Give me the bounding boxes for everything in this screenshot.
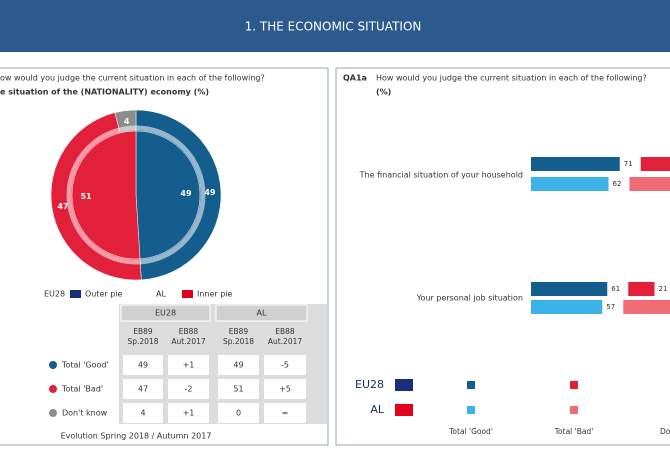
legend-name: EU28	[355, 378, 384, 391]
legend-name: AL	[156, 290, 166, 299]
legend-swatch	[570, 406, 578, 414]
table-cell	[168, 379, 209, 399]
table-value: 49	[138, 361, 148, 370]
table-value: +1	[183, 409, 195, 418]
table-col-header: EB89	[133, 327, 153, 336]
bar-value: 71	[624, 160, 633, 168]
table-value: -2	[185, 385, 193, 394]
bar	[531, 282, 608, 296]
right-panel	[335, 67, 670, 446]
legend-flag	[182, 290, 193, 298]
table-dot	[49, 409, 57, 417]
table-row-label: Total 'Good'	[61, 361, 109, 370]
table-value: +1	[183, 361, 195, 370]
table-col-header: EB88	[179, 327, 199, 336]
table-cell	[123, 403, 163, 423]
table-cell	[264, 379, 306, 399]
table-cell	[218, 355, 259, 375]
legend-name: EU28	[44, 290, 65, 299]
legend-flag	[395, 404, 413, 416]
bar-title: QA1a	[343, 74, 367, 83]
table-cell	[218, 379, 259, 399]
bar	[628, 282, 655, 296]
bar	[531, 177, 609, 191]
table-value: 49	[233, 361, 243, 370]
bar-value: 61	[611, 285, 620, 293]
table-value: 4	[140, 409, 145, 418]
table-dot	[49, 361, 57, 369]
table-group: EU28	[155, 309, 176, 318]
table-cell	[264, 355, 306, 375]
bar-unit: (%)	[376, 88, 391, 97]
table-value: =	[282, 409, 289, 418]
table-col-header: Aut.2017	[268, 337, 303, 346]
table-col-header: Sp.2018	[223, 337, 254, 346]
table-cell	[168, 403, 209, 423]
table-cell	[168, 355, 209, 375]
legend-swatch	[570, 381, 578, 389]
bar-value: 62	[613, 180, 622, 188]
pie-ring	[66, 125, 206, 265]
table-value: 51	[233, 385, 243, 394]
table-cell	[123, 379, 163, 399]
legend-swatch	[467, 406, 475, 414]
table-value: 47	[138, 385, 148, 394]
table-row-label: Don't know	[62, 409, 108, 418]
table-footer: Evolution Spring 2018 / Autumn 2017	[61, 432, 212, 441]
pie-label: 51	[80, 192, 92, 201]
bar	[629, 177, 670, 191]
table-group-cell	[120, 304, 211, 322]
bar-subtitle: How would you judge the current situatio…	[376, 74, 647, 83]
table-col-header: EB89	[229, 327, 249, 336]
legend-flag	[70, 290, 81, 298]
pie-title: ow would you judge the current situation…	[0, 74, 265, 83]
category-label: Your personal job situation	[416, 294, 523, 303]
pie-label: 4	[124, 117, 130, 126]
bar	[531, 157, 620, 171]
legend-measure: Total 'Good'	[448, 427, 493, 436]
pie-label: 49	[204, 188, 216, 197]
table-value: -5	[281, 361, 289, 370]
pie-label: 47	[57, 202, 68, 211]
left-panel	[0, 67, 329, 446]
table-col-header: Aut.2017	[171, 337, 206, 346]
legend-label: Inner pie	[197, 290, 233, 299]
table-group: AL	[257, 309, 267, 318]
pie-subtitle: e situation of the (NATIONALITY) economy…	[0, 88, 209, 97]
legend-measure: Don't know	[660, 427, 670, 436]
legend-measure: Total 'Bad'	[554, 427, 594, 436]
table-dot	[49, 385, 57, 393]
pie-label: 49	[180, 189, 192, 198]
header-title: 1. THE ECONOMIC SITUATION	[245, 20, 422, 34]
table-group-cell	[215, 304, 308, 322]
table-value: 0	[236, 409, 241, 418]
legend-flag	[395, 379, 413, 391]
pie-slice	[135, 130, 201, 260]
table-col-header: Sp.2018	[128, 337, 159, 346]
bar	[623, 300, 670, 314]
legend-swatch	[467, 381, 475, 389]
table-row-label: Total 'Bad'	[61, 385, 103, 394]
table-value: +5	[279, 385, 291, 394]
table-col-header: EB88	[275, 327, 295, 336]
pie-slice	[71, 130, 141, 260]
table-cell	[123, 355, 163, 375]
category-label: The financial situation of your househol…	[359, 171, 523, 180]
bar	[531, 300, 603, 314]
table-cell	[218, 403, 259, 423]
legend-name: AL	[370, 403, 385, 416]
bar	[640, 157, 670, 171]
header-band	[0, 0, 670, 52]
bar-value: 57	[606, 303, 615, 311]
table-cell	[264, 403, 306, 423]
bar-value: 21	[659, 285, 668, 293]
legend-label: Outer pie	[85, 290, 123, 299]
